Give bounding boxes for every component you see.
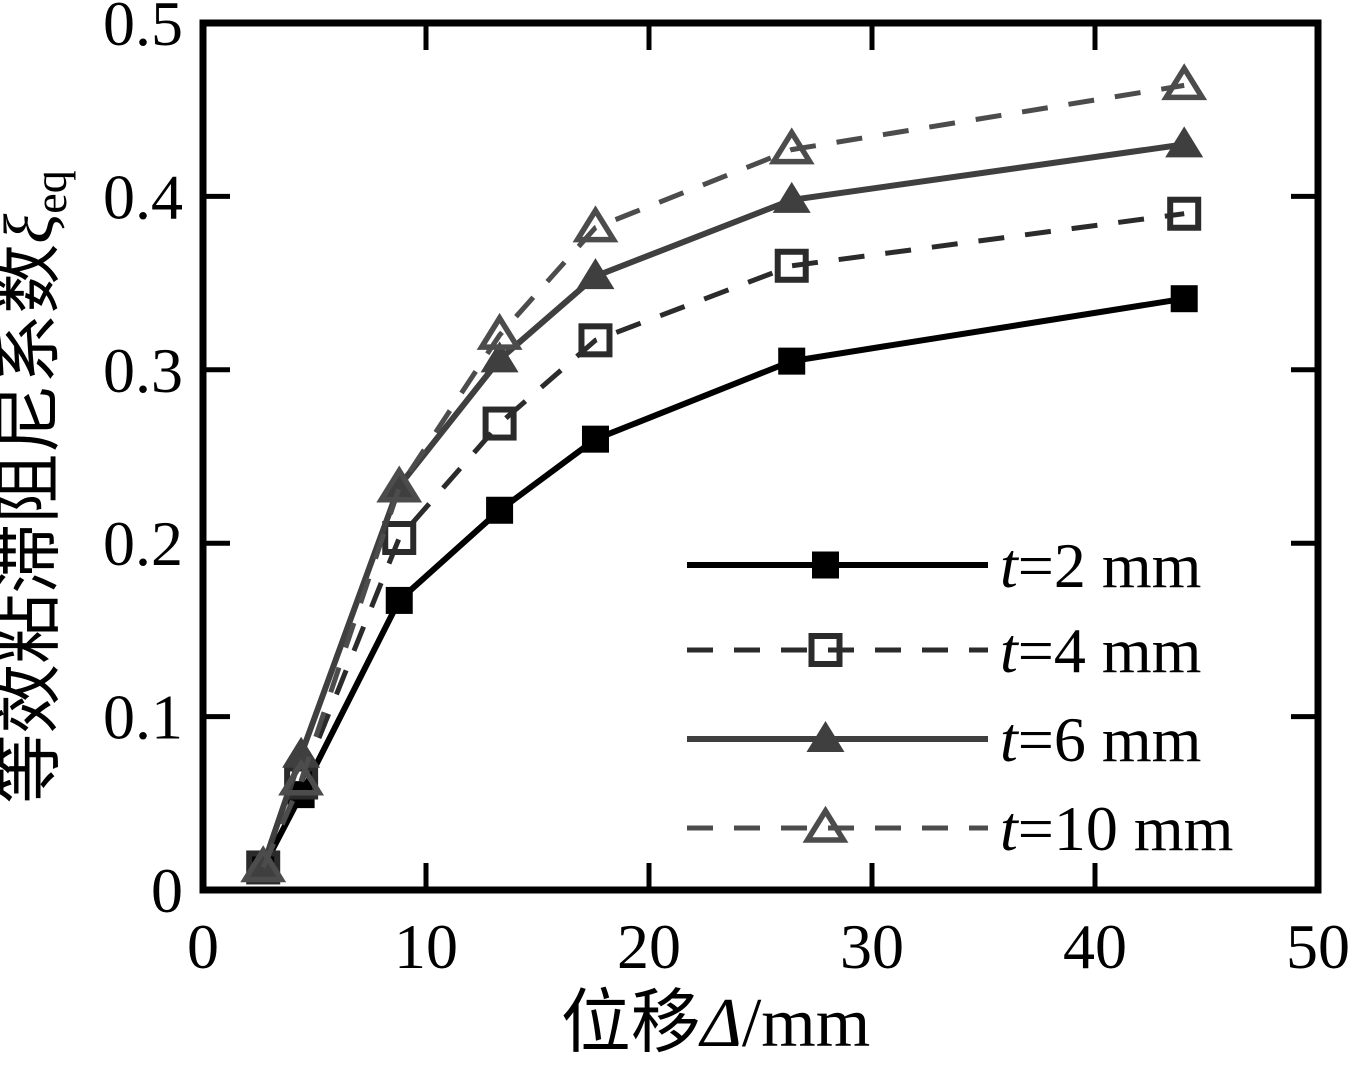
marker-triangle-open [376,465,423,503]
marker-square-filled [812,551,839,579]
legend-label: t=6 mm [1000,704,1201,775]
marker-triangle-filled [480,341,519,373]
x-tick-label: 0 [187,911,219,982]
marker-square-open [382,520,417,555]
y-tick-label: 0.5 [103,0,183,59]
legend-item-4: t=10 mm [687,793,1233,864]
marker-triangle-open [802,805,849,843]
marker-triangle-open [278,758,325,796]
x-tick-label: 10 [394,911,458,982]
x-tick-label: 50 [1286,911,1350,982]
marker-triangle-filled [576,258,615,290]
y-tick-label: 0.2 [103,508,183,579]
legend-label: t=4 mm [1000,615,1201,686]
marker-triangle-open [572,205,619,243]
marker-square-open [774,248,809,283]
y-axis-title: 等效粘滞阻尼系数ξeq [0,170,76,803]
marker-triangle-filled [806,721,845,752]
legend-label: t=10 mm [1000,793,1233,864]
marker-triangle-open [768,127,815,165]
series-line [260,82,1185,869]
x-axis-title: 位移Δ/mm [561,985,870,1062]
marker-triangle-open [240,845,287,883]
legend-item-2: t=4 mm [687,615,1201,686]
marker-square-open [808,633,843,667]
marker-triangle-open [476,312,523,350]
series-t-10-mm [240,63,1208,883]
marker-square-filled [1170,285,1198,313]
x-tick-label: 30 [840,911,904,982]
x-tick-label: 40 [1063,911,1127,982]
marker-square-filled [486,496,514,524]
marker-square-open [1167,196,1202,231]
y-tick-label: 0.1 [103,682,183,753]
marker-square-filled [581,425,609,453]
marker-square-filled [385,586,413,614]
marker-square-open [578,323,613,358]
legend-item-1: t=2 mm [687,530,1201,601]
legend-item-3: t=6 mm [687,704,1201,775]
plot-border [199,19,1322,894]
legend-label: t=2 mm [1000,530,1201,601]
marker-triangle-open [1161,63,1208,101]
marker-square-open [482,406,517,441]
y-tick-label: 0.3 [103,335,183,406]
x-tick-label: 20 [617,911,681,982]
y-tick-label: 0 [151,855,183,926]
y-tick-label: 0.4 [103,161,183,232]
marker-triangle-filled [1165,126,1204,158]
marker-square-filled [778,347,806,375]
marker-triangle-filled [772,181,811,213]
